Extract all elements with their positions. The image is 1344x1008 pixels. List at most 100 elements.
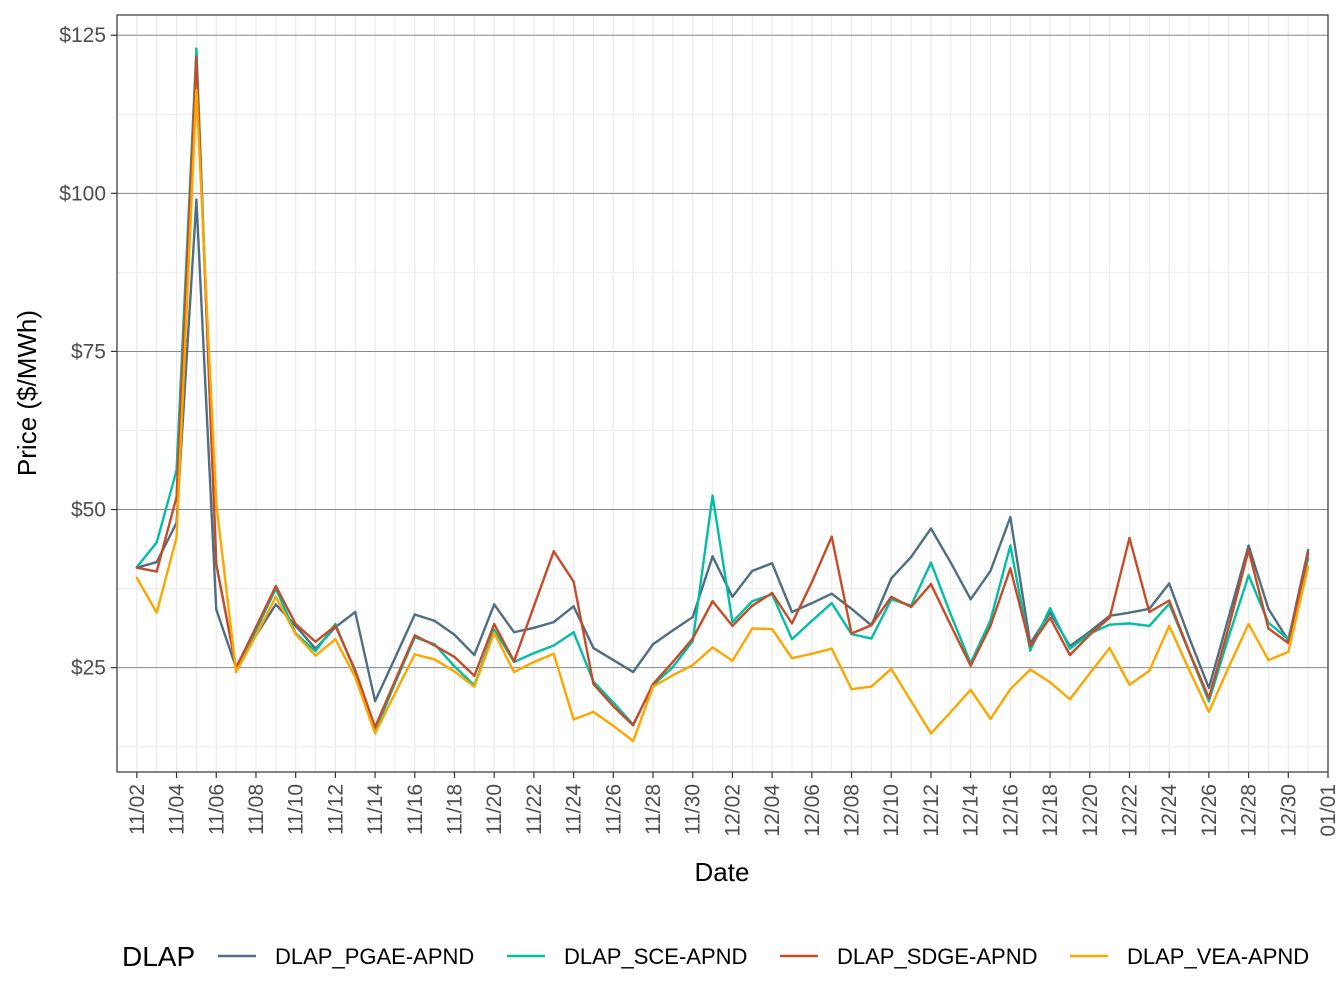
data-point [1148, 610, 1151, 614]
plot-panel-border [116, 14, 1329, 773]
data-point [929, 561, 933, 564]
data-point [195, 47, 198, 50]
data-point [612, 724, 615, 728]
x-tick-label: 01/01 [1317, 784, 1340, 837]
x-tick-label: 12/18 [1039, 784, 1062, 837]
data-point [770, 627, 774, 631]
data-point [929, 527, 933, 530]
x-tick-label: 11/08 [245, 784, 268, 835]
data-point [195, 89, 198, 92]
data-point [770, 562, 774, 565]
x-tick-label: 12/10 [880, 784, 903, 837]
data-point [890, 577, 893, 580]
data-point [830, 647, 833, 650]
data-point [433, 619, 436, 623]
data-point [532, 605, 536, 608]
data-point [215, 502, 218, 505]
x-tick-label: 12/30 [1277, 784, 1300, 837]
data-point [334, 622, 337, 626]
y-tick-label: $125 [59, 24, 106, 47]
data-point [711, 600, 714, 603]
x-tick-label: 11/16 [404, 784, 427, 835]
x-tick-label: 11/26 [602, 784, 625, 835]
data-point [631, 739, 635, 743]
data-point [870, 637, 873, 640]
data-point [1227, 625, 1230, 629]
data-point [1068, 653, 1072, 657]
data-point [651, 685, 655, 688]
y-tick-label: $100 [59, 182, 106, 205]
data-point [989, 624, 992, 628]
data-point [731, 595, 734, 599]
data-point [1088, 633, 1091, 636]
data-point [1227, 615, 1230, 619]
data-point [354, 610, 357, 614]
data-point [314, 640, 317, 643]
data-point [751, 604, 754, 607]
data-point [393, 679, 397, 683]
data-point [711, 646, 714, 649]
data-point [572, 605, 575, 608]
data-point [1306, 551, 1310, 555]
data-point [1068, 698, 1072, 701]
data-point [1247, 574, 1250, 577]
data-point [1187, 668, 1191, 671]
data-point [155, 560, 158, 564]
x-tick-label: 11/30 [682, 784, 705, 835]
data-point [790, 610, 794, 614]
x-axis-title: Date [695, 857, 750, 887]
data-point [195, 55, 198, 58]
x-tick-label: 11/24 [563, 784, 586, 835]
x-tick-label: 11/12 [324, 784, 347, 835]
data-point [870, 624, 873, 627]
data-point [413, 613, 416, 616]
data-point [651, 682, 655, 686]
data-point [1128, 611, 1131, 614]
data-point [1128, 536, 1131, 540]
data-point [751, 627, 754, 630]
data-point [314, 654, 317, 657]
data-point [373, 699, 377, 703]
data-point [1088, 672, 1091, 675]
data-point [1009, 515, 1012, 519]
data-point [1306, 548, 1310, 552]
x-tick-label: 11/14 [364, 784, 387, 835]
x-tick-label: 11/28 [642, 784, 665, 835]
data-point [1128, 683, 1131, 686]
data-point [1247, 622, 1250, 626]
data-point [1207, 696, 1211, 700]
x-tick-label: 12/12 [920, 784, 943, 837]
data-point [850, 687, 853, 691]
data-point [651, 643, 655, 646]
data-point [413, 634, 416, 637]
data-point [1306, 565, 1310, 568]
data-point [1029, 649, 1032, 652]
legend-label: DLAP_SCE-APND [564, 944, 747, 969]
data-point [790, 637, 794, 641]
plot-panel-background [117, 15, 1328, 772]
x-tick-label: 12/28 [1238, 784, 1261, 837]
x-tick-label: 11/06 [205, 784, 228, 835]
data-point [1068, 647, 1072, 650]
data-point [1287, 650, 1290, 654]
data-point [989, 569, 992, 573]
data-point [1029, 668, 1032, 671]
data-point [1187, 636, 1191, 639]
data-point [334, 637, 337, 641]
data-point [1167, 599, 1171, 602]
data-point [453, 670, 456, 673]
data-point [969, 664, 972, 667]
data-point [433, 658, 436, 661]
data-point [949, 613, 952, 616]
y-tick-label: $75 [71, 340, 106, 363]
data-point [671, 629, 675, 632]
data-point [810, 619, 814, 623]
data-point [552, 644, 555, 647]
x-tick-label: 12/08 [841, 784, 864, 837]
data-point [552, 620, 555, 624]
x-tick-label: 12/16 [999, 784, 1022, 837]
data-point [1148, 624, 1151, 628]
x-tick-label: 11/10 [285, 784, 308, 835]
data-point [155, 611, 158, 614]
data-point [949, 710, 952, 714]
